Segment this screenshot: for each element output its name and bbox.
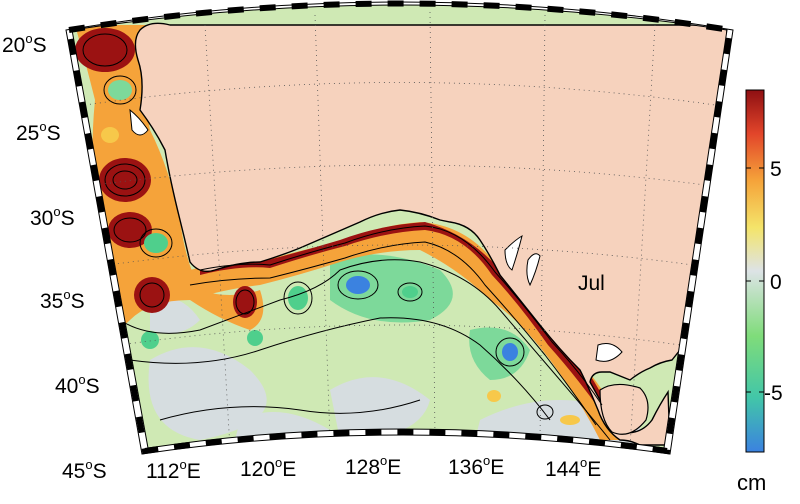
coastal-positive-band-west [75,25,264,330]
lat-label-25s: 25oS [16,119,61,145]
lon-label-112e: 112oE [146,457,201,483]
lon-label-144e: 144oE [545,455,601,481]
lon-label-128e: 128oE [345,453,401,479]
map-area [72,5,727,448]
coastline-gulfs [129,108,623,362]
lat-label-30s: 30oS [30,204,75,230]
latitude-labels: 20oS 25oS 30oS 35oS 40oS 45oS [2,31,107,483]
colorbar-tick-minus-5: -5 [764,382,783,405]
west-coast-eddies [75,28,257,318]
land-tasmania [599,383,649,435]
lat-label-40s: 40oS [55,372,100,398]
graticule [84,11,716,448]
land-australia [134,22,727,446]
colorbar-unit-label: cm [737,470,766,495]
contour-lines [82,33,611,441]
lon-label-136e: 136oE [448,453,504,479]
coastal-strong-band-south [200,222,610,410]
lon-label-120e: 120oE [240,455,296,481]
colorbar: 5 0 -5 cm [737,89,783,495]
longitude-labels: 112oE 120oE 128oE 136oE 144oE [146,453,601,483]
lat-label-45s: 45oS [62,457,107,483]
colorbar-gradient [745,89,765,453]
month-label: Jul [578,272,605,295]
lat-label-35s: 35oS [40,287,85,313]
colorbar-tick-0: 0 [770,271,782,294]
ocean-neutral-patches [148,297,640,448]
colorbar-tick-5: 5 [770,158,782,181]
map-frame [65,0,734,455]
ocean-weak-positive-patches [487,390,580,425]
lat-label-20s: 20oS [2,31,47,57]
